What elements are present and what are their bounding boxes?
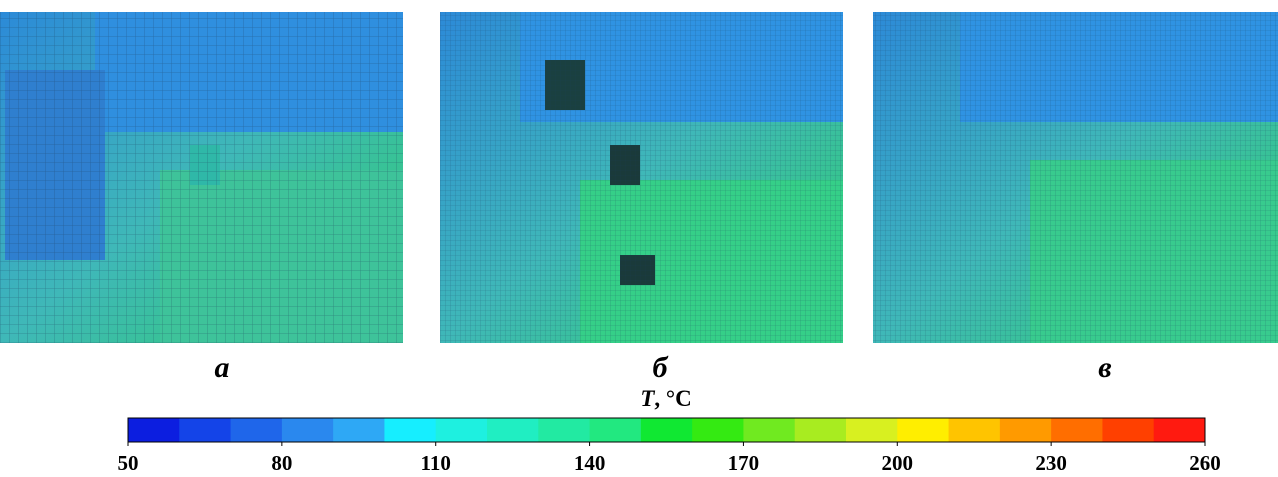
colorbar-segment (948, 418, 1001, 442)
colorbar-segment (1153, 418, 1206, 442)
tick-label: 230 (1035, 451, 1067, 475)
colorbar-segment (1102, 418, 1155, 442)
tick-label: 200 (882, 451, 914, 475)
colorbar-segment (128, 418, 180, 442)
colorbar-segment (589, 418, 642, 442)
colorbar-segment (743, 418, 796, 442)
colorbar-segment (230, 418, 283, 442)
colorbar-segment (794, 418, 847, 442)
colorbar-segment (999, 418, 1052, 442)
colorbar-frame (127, 417, 1206, 443)
panel-a (0, 12, 403, 343)
colorbar-segment (435, 418, 488, 442)
colorbar-segment (1051, 418, 1103, 442)
colorbar-segment (487, 418, 539, 442)
colorbar-segment (333, 418, 385, 442)
tick-label: 80 (271, 451, 292, 475)
panel-label: а (215, 351, 230, 384)
colorbar-unit: , °C (654, 386, 691, 411)
colorbar-segment (179, 418, 232, 442)
colorbar-segment (281, 418, 334, 442)
panel-b (440, 12, 843, 343)
tick-label: 140 (574, 451, 606, 475)
colorbar-segment (538, 418, 591, 442)
tick-label: 170 (728, 451, 760, 475)
colorbar-segment (846, 418, 898, 442)
panel-c (873, 12, 1278, 343)
tick-label: 260 (1189, 451, 1221, 475)
colorbar-segment (640, 418, 693, 442)
tick-label: 110 (421, 451, 451, 475)
panel-label: в (1098, 351, 1111, 384)
colorbar-symbol: T (640, 386, 655, 411)
colorbar-title: T, °C (640, 386, 691, 411)
panel-label: б (653, 351, 669, 384)
colorbar-segment (897, 418, 950, 442)
colorbar-segment (692, 418, 744, 442)
colorbar-segment (384, 418, 437, 442)
tick-label: 50 (118, 451, 139, 475)
